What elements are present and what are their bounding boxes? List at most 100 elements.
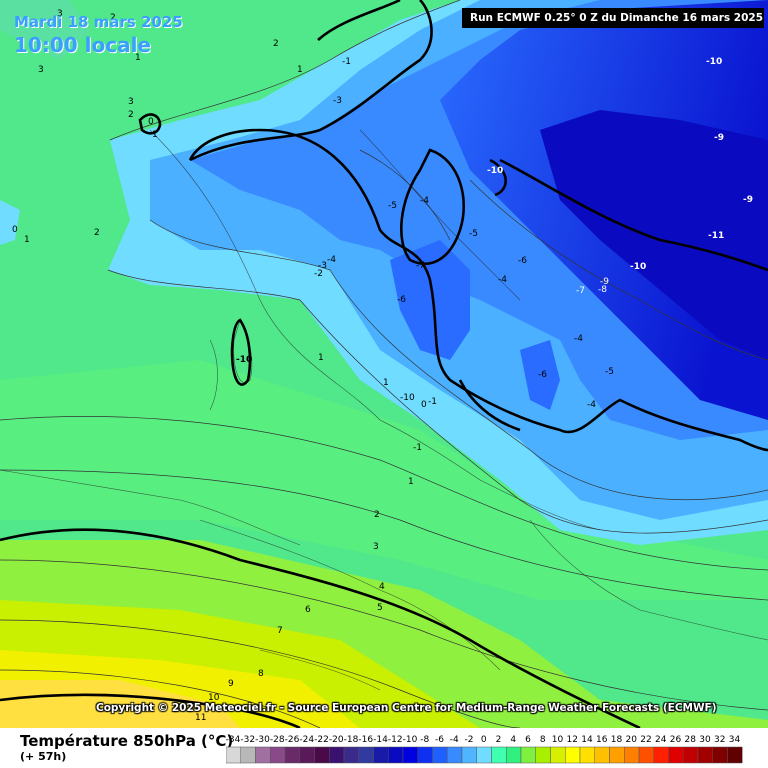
- legend-tick-label: -4: [450, 735, 459, 745]
- legend-tick-label: -22: [314, 735, 329, 745]
- legend-swatch: [535, 746, 551, 764]
- contour-label: -1: [428, 397, 437, 407]
- contour-label: -9: [600, 277, 609, 287]
- legend-tick-label: -26: [285, 735, 300, 745]
- legend-swatch: [461, 746, 477, 764]
- contour-label: 9: [228, 679, 234, 689]
- contour-label: 3: [128, 97, 134, 107]
- legend-tick-label: 12: [567, 735, 578, 745]
- contour-label: -8: [598, 285, 607, 295]
- contour-label: -6: [397, 295, 406, 305]
- legend-tick-label: 6: [525, 735, 531, 745]
- contour-label: 1: [383, 378, 389, 388]
- legend-swatch: [417, 746, 433, 764]
- legend-tick-label: 14: [581, 735, 593, 745]
- contour-label: 4: [379, 582, 385, 592]
- legend-swatch: [284, 746, 300, 764]
- contour-label: -1: [342, 57, 351, 67]
- legend-tick-label: 10: [552, 735, 564, 745]
- contour-label: -10: [630, 262, 646, 272]
- contour-label: 1: [24, 235, 30, 245]
- model-run-label: Run ECMWF 0.25° 0 Z du Dimanche 16 mars …: [462, 8, 764, 28]
- legend-tick-label: -12: [388, 735, 403, 745]
- contour-label: 2: [374, 510, 380, 520]
- forecast-offset: (+ 57h): [20, 750, 67, 763]
- legend-swatch: [609, 746, 625, 764]
- contour-label: 8: [258, 669, 264, 679]
- legend-swatch: [668, 746, 684, 764]
- forecast-date: Mardi 18 mars 2025: [14, 13, 183, 31]
- contour-label: -5: [605, 367, 614, 377]
- legend-tick-label: -20: [329, 735, 344, 745]
- legend-tick-label: -6: [435, 735, 444, 745]
- legend-swatch: [314, 746, 330, 764]
- contour-label: 1: [408, 477, 414, 487]
- contour-label: -9: [743, 195, 753, 205]
- legend-swatch: [727, 746, 743, 764]
- legend-swatch: [624, 746, 640, 764]
- contour-label: -10: [706, 57, 722, 67]
- contour-label: -2: [314, 269, 323, 279]
- legend-swatch: [226, 746, 241, 764]
- legend-swatch: [594, 746, 610, 764]
- legend-tick-label: -8: [420, 735, 429, 745]
- contour-label: 0: [12, 225, 18, 235]
- legend-swatch: [476, 746, 492, 764]
- contour-label: 2: [273, 39, 279, 49]
- coastlines: [0, 129, 768, 691]
- legend-swatch: [373, 746, 389, 764]
- contour-label: -11: [708, 231, 724, 241]
- contour-label: -10: [487, 166, 503, 176]
- contour-label: 0: [148, 117, 154, 127]
- temperature-map: 3 2 2 1 3 1 -1 -3 3 2 0 1 -10 -10 -9 -10…: [0, 0, 768, 728]
- legend-tick-label: -18: [344, 735, 359, 745]
- legend-tick-label: 32: [714, 735, 725, 745]
- legend-tick-label: 2: [496, 735, 502, 745]
- legend-tick-label: 8: [540, 735, 546, 745]
- cold-core-greece: [520, 340, 560, 410]
- contour-label: 5: [377, 603, 383, 613]
- thin-isotherms: [0, 0, 768, 728]
- copyright-notice: Copyright © 2025 Meteociel.fr - Source E…: [96, 702, 717, 714]
- contour-label: 1: [318, 353, 324, 363]
- legend-tick-label: -14: [373, 735, 388, 745]
- contour-label: 1: [297, 65, 303, 75]
- legend-tick-label: -34: [226, 735, 241, 745]
- legend-swatch: [579, 746, 595, 764]
- legend-tick-label: 30: [699, 735, 711, 745]
- legend-tick-label: -16: [358, 735, 373, 745]
- cold-patch-west: [0, 200, 20, 245]
- legend-swatch: [402, 746, 418, 764]
- contour-label: -3: [318, 261, 327, 271]
- legend-tick-label: 28: [685, 735, 697, 745]
- warm-band-light: [0, 360, 768, 600]
- legend-tick-label: 34: [729, 735, 741, 745]
- legend-swatch: [358, 746, 374, 764]
- legend-tick-label: -2: [465, 735, 474, 745]
- legend-swatch: [712, 746, 728, 764]
- legend-swatch: [565, 746, 581, 764]
- legend-swatch: [683, 746, 699, 764]
- nw-green: [0, 0, 90, 60]
- legend-tick-label: 22: [640, 735, 651, 745]
- legend-swatch: [240, 746, 256, 764]
- contour-label: 6: [305, 605, 311, 615]
- contour-label: 2: [94, 228, 100, 238]
- contour-label: -10: [236, 355, 252, 365]
- cold-core-east: [540, 110, 768, 360]
- contour-label: -5: [388, 201, 397, 211]
- legend-tick-label: 20: [626, 735, 638, 745]
- legend-swatch: [653, 746, 669, 764]
- contour-label: -4: [327, 255, 336, 265]
- legend-tick-label: -10: [403, 735, 418, 745]
- contour-label: -5: [469, 229, 478, 239]
- contour-label: 10: [208, 693, 220, 703]
- legend-tick-label: 0: [481, 735, 487, 745]
- legend-swatch: [520, 746, 536, 764]
- contour-label: -7: [416, 261, 425, 271]
- legend-tick-label: -32: [240, 735, 255, 745]
- contour-label: 1: [152, 130, 158, 140]
- legend-swatch: [255, 746, 271, 764]
- legend-tick-label: 24: [655, 735, 667, 745]
